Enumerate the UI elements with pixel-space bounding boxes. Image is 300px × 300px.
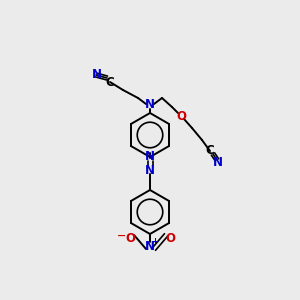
Text: −: −	[117, 231, 127, 241]
Text: O: O	[125, 232, 135, 244]
Text: N: N	[92, 68, 102, 80]
Text: N: N	[145, 239, 155, 253]
Text: N: N	[145, 151, 155, 164]
Text: C: C	[106, 76, 114, 88]
Text: O: O	[176, 110, 186, 122]
Text: +: +	[152, 238, 158, 247]
Text: N: N	[145, 98, 155, 112]
Text: C: C	[206, 145, 214, 158]
Text: N: N	[213, 155, 223, 169]
Text: N: N	[145, 164, 155, 176]
Text: O: O	[165, 232, 175, 244]
